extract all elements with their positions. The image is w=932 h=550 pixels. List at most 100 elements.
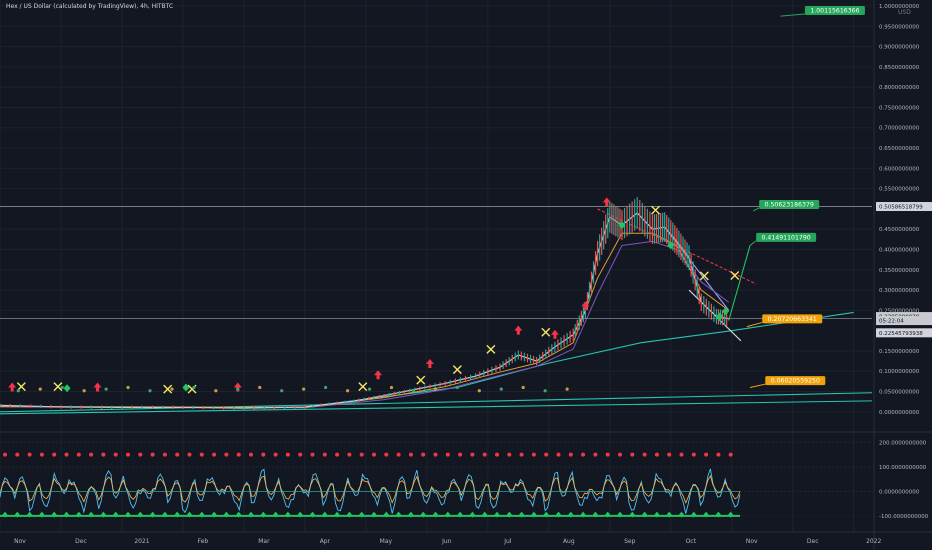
osc-top-marker <box>667 452 672 457</box>
y-tick-label: 0.8000000000 <box>879 85 920 91</box>
osc-tick-label: -100.0000000000 <box>879 514 929 520</box>
signal-dot <box>345 389 350 393</box>
osc-top-marker <box>556 452 561 457</box>
sell-signal-x-icon <box>486 344 496 354</box>
x-stroke <box>416 375 426 385</box>
sell-signal-x-icon <box>53 382 63 392</box>
osc-bottom-marker <box>248 511 254 518</box>
price-tag-label: 0.50586518799 <box>879 205 923 211</box>
callout-pointer <box>746 321 763 328</box>
osc-bottom-marker <box>396 511 402 518</box>
osc-bottom-marker <box>728 511 734 518</box>
buy-diamond-icon <box>722 307 730 316</box>
osc-bottom-marker <box>506 511 512 518</box>
signal-markers <box>8 197 740 394</box>
osc-bottom-marker <box>580 511 586 518</box>
trendline-support_curve <box>304 311 854 408</box>
signal-dot <box>302 387 306 391</box>
osc-top-marker <box>372 452 376 457</box>
sell-signal-x-icon <box>730 270 740 280</box>
osc-top-marker <box>458 452 463 457</box>
osc-bottom-marker <box>39 511 45 518</box>
sell-signal-x-icon <box>699 271 709 281</box>
osc-top-marker <box>691 452 696 457</box>
osc-bottom-marker <box>592 511 598 518</box>
osc-top-marker <box>212 452 217 457</box>
y-tick-label: 0.1000000000 <box>879 369 920 375</box>
osc-top-marker <box>15 452 20 457</box>
osc-top-marker <box>347 452 352 457</box>
osc-top-marker <box>482 452 487 457</box>
osc-bottom-marker <box>162 511 168 518</box>
trendline-projection <box>728 245 751 321</box>
y-tick-label: 0.8500000000 <box>879 65 920 71</box>
osc-top-marker <box>654 452 659 457</box>
callout-box <box>759 199 820 209</box>
sell-arrow-icon <box>374 370 383 380</box>
x-stroke <box>452 365 462 375</box>
x-tick-label: Oct <box>686 538 697 545</box>
buy-diamond-icon <box>667 241 675 250</box>
x-tick-label: Dec <box>75 538 87 545</box>
osc-top-marker <box>298 452 303 457</box>
price-series <box>0 197 729 410</box>
osc-bottom-marker <box>359 511 365 518</box>
x-stroke <box>486 344 496 354</box>
osc-top-marker <box>335 452 340 457</box>
osc-bottom-marker <box>679 511 684 518</box>
osc-top-marker <box>642 452 647 457</box>
osc-top-marker <box>507 452 512 457</box>
trendline-long_support_2 <box>0 400 873 415</box>
osc-bottom-marker <box>617 511 623 518</box>
osc-tick-label: 100.0000000000 <box>879 465 927 471</box>
signal-dot <box>192 385 196 390</box>
osc-top-marker <box>175 452 180 457</box>
callout-box <box>765 376 826 386</box>
y-tick-label: 0.3500000000 <box>879 268 920 274</box>
osc-top-marker <box>679 452 684 457</box>
sell-arrow-icon <box>8 382 17 392</box>
callout-label: 0.41491101790 <box>762 234 811 241</box>
osc-top-marker <box>76 452 81 457</box>
signal-dot <box>236 387 240 391</box>
osc-bottom-marker <box>642 511 648 518</box>
horizontal-levels <box>0 206 872 320</box>
callout-pointer <box>749 240 757 246</box>
price-callouts: 1.00115616366 0.50623186379 0.41491101790 0… <box>746 6 865 388</box>
callout-pointer <box>749 383 766 388</box>
y-tick-label: 0.2500000000 <box>879 308 920 314</box>
trendlines <box>0 208 873 415</box>
osc-bottom-marker <box>51 511 57 518</box>
osc-top-marker <box>27 452 32 457</box>
oscillator-line-signal <box>0 474 741 504</box>
x-tick-label: Feb <box>198 538 209 545</box>
y-axis[interactable]: 1.0000000000 0.9500000000 0.9000000000 0.85… <box>879 4 929 520</box>
osc-bottom-marker <box>285 511 291 518</box>
x-tick-label: Aug <box>563 538 575 545</box>
osc-bottom-marker <box>150 511 156 518</box>
osc-bottom-marker <box>629 511 635 518</box>
x-tick-label: Mar <box>258 538 270 545</box>
callout-pointer <box>752 207 760 212</box>
osc-top-marker <box>310 452 315 457</box>
osc-top-marker <box>101 452 106 457</box>
y-tick-label: 0.0000000000 <box>879 410 920 416</box>
osc-top-marker <box>187 452 192 457</box>
osc-bottom-marker <box>666 511 672 518</box>
sell-signal-x-icon <box>452 365 462 375</box>
osc-tick-label: 0.0000000000 <box>879 489 920 495</box>
price-tag-label: 05:22:04 <box>879 319 904 325</box>
y-tick-label: 0.3000000000 <box>879 288 920 294</box>
x-stroke <box>541 327 551 337</box>
callout-label: 1.00115616366 <box>810 8 859 15</box>
osc-top-marker <box>39 452 44 457</box>
y-tick-label: 0.4500000000 <box>879 227 920 233</box>
y-tick-label: 0.0500000000 <box>879 390 920 396</box>
signal-dot <box>455 385 459 390</box>
osc-bottom-marker <box>715 511 721 518</box>
osc-bottom-marker <box>76 511 82 518</box>
sell-signal-x-icon <box>163 384 173 394</box>
osc-top-marker <box>89 452 94 457</box>
x-tick-label: May <box>380 538 393 545</box>
